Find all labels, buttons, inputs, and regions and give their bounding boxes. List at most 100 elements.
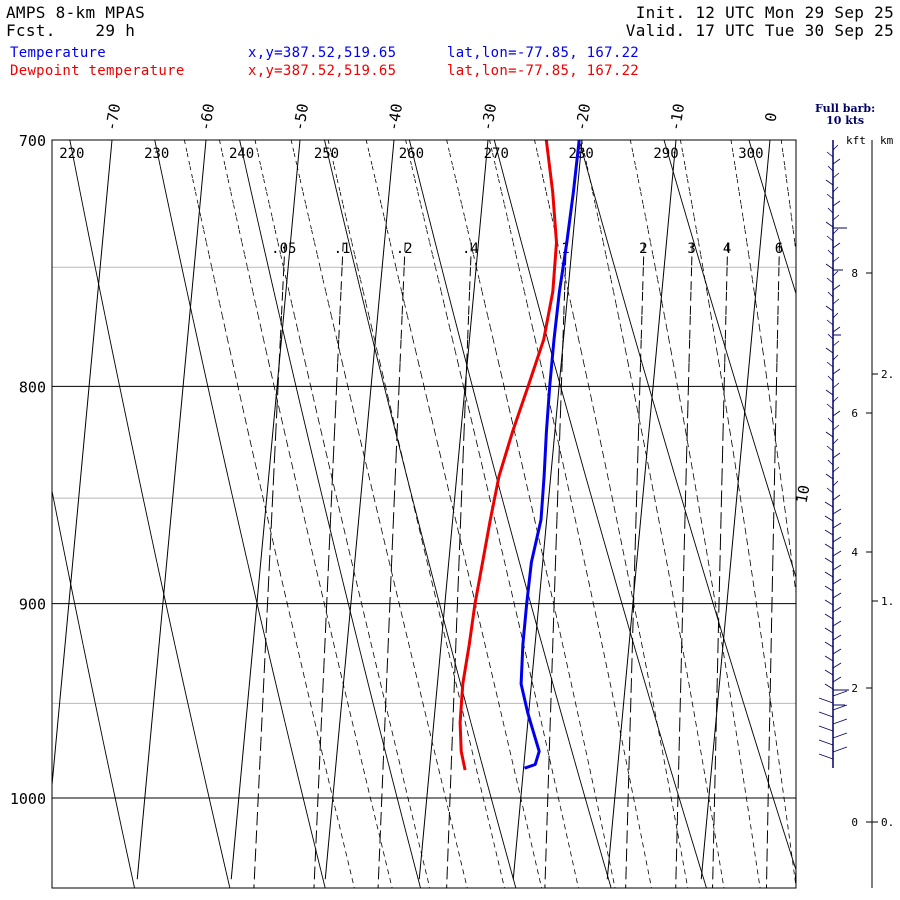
dry-adiabat [507,519,515,542]
moist-adiabat [689,191,693,205]
mixing-ratio-line [325,603,328,625]
moist-adiabat [518,623,522,635]
mixing-ratio-line [689,291,692,316]
dry-adiabat [70,582,76,604]
moist-adiabat [513,603,517,614]
moist-adiabat [766,673,769,684]
moist-adiabat [455,519,459,531]
legend-dewpoint-xy: x,y=387.52,519.65 [248,63,397,79]
moist-adiabat [565,476,569,488]
moist-adiabat [730,139,734,154]
moist-adiabat [413,664,417,675]
moist-adiabat [580,351,585,364]
moist-adiabat [660,741,663,752]
moist-adiabat [260,166,265,180]
moist-adiabat [270,530,274,542]
mixing-ratio-line [637,431,640,455]
mixing-ratio-line [689,315,691,340]
moist-adiabat [519,454,523,466]
moist-adiabat [557,242,561,256]
theta-label: 300 [738,146,763,162]
moist-adiabat [788,541,791,552]
moist-adiabat [356,582,360,594]
moist-adiabat [361,760,365,771]
mixing-ratio-line [448,816,450,835]
mixing-ratio-line [326,582,329,604]
mixing-ratio-line [681,624,683,645]
barb-legend-line1: Full barb: [815,102,876,115]
moist-adiabat [304,363,309,375]
moist-adiabat [695,722,698,733]
moist-adiabat [208,254,213,268]
mixing-ratio-line [398,363,401,387]
moist-adiabat [521,465,526,477]
dry-adiabat [453,315,461,340]
wind-barb [832,228,839,235]
moist-adiabat [278,409,283,421]
moist-adiabat [542,374,547,387]
mixing-ratio-line [279,315,282,340]
moist-adiabat [543,732,547,742]
moist-adiabat [792,572,796,584]
wind-barb [832,410,841,417]
mixing-ratio-line [337,339,340,364]
mixing-ratio-line [268,562,271,584]
moist-adiabat [398,760,402,771]
mixing-ratio-line [282,267,285,292]
moist-adiabat [658,732,662,742]
moist-adiabat [515,254,520,268]
moist-adiabat [294,315,298,328]
dry-adiabat [595,834,602,853]
moist-adiabat [446,644,450,655]
moist-adiabat [420,374,425,387]
moist-adiabat [651,693,654,704]
mixing-ratio-line [468,291,471,316]
legend-temperature-latlon: lat,lon=-77.85, 167.22 [447,45,640,61]
mixing-ratio-line [397,386,400,410]
moist-adiabat [636,409,640,421]
dry-adiabat [686,217,695,243]
moist-adiabat [599,634,603,645]
moist-adiabat [340,673,344,684]
dry-adiabat [530,603,537,625]
moist-adiabat [697,498,700,510]
mixing-ratio-line [626,816,629,835]
dry-adiabat [79,191,86,218]
dry-adiabat [433,582,440,604]
mixing-ratio-line [558,431,561,455]
wind-barb [832,172,840,179]
wind-barb [824,557,834,564]
moist-adiabat [326,613,330,625]
mixing-ratio-line [469,267,471,292]
moist-adiabat [681,409,685,421]
moist-adiabat [509,582,513,594]
moist-adiabat [453,834,457,844]
dry-adiabat [267,267,275,292]
moist-adiabat [617,722,621,733]
moist-adiabat [356,741,360,752]
mixing-ratio-line [544,852,547,871]
moist-adiabat [360,279,364,292]
moist-adiabat [639,634,643,645]
moist-adiabat [618,315,622,328]
moist-adiabat [599,816,603,826]
moist-adiabat [705,779,708,789]
mixing-ratio-line [262,683,265,704]
moist-adiabat [457,363,462,375]
dry-adiabat [541,644,548,665]
dry-adiabat [513,540,520,563]
dry-adiabat [221,852,227,871]
moist-adiabat [645,217,649,231]
moist-adiabat [631,593,635,604]
moist-adiabat [558,797,561,808]
moist-adiabat [511,593,515,604]
moist-adiabat [775,443,778,455]
moist-adiabat [502,879,505,889]
moist-adiabat [371,166,376,180]
model-title: AMPS 8-km MPAS [6,3,146,22]
dry-adiabat [196,741,202,761]
moist-adiabat [398,443,402,455]
moist-adiabat [434,593,438,604]
moist-adiabat [643,654,647,665]
moist-adiabat [770,703,773,714]
